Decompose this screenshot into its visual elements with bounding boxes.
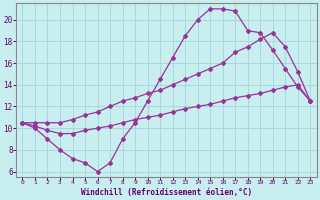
X-axis label: Windchill (Refroidissement éolien,°C): Windchill (Refroidissement éolien,°C) [81,188,252,197]
